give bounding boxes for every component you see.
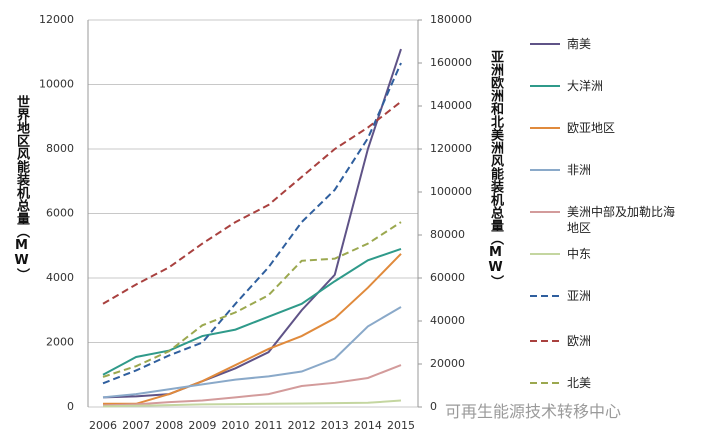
y2-tick-label: 160000 xyxy=(430,56,472,69)
y-tick-label: 0 xyxy=(67,400,74,413)
x-tick-label: 2006 xyxy=(89,419,117,432)
line-series xyxy=(102,221,402,378)
y-axis-title: 世界地区风能装机总量（MW） xyxy=(14,95,29,281)
x-tick-label: 2012 xyxy=(288,419,316,432)
y2-tick-label: 0 xyxy=(430,400,437,413)
line-series xyxy=(102,62,402,385)
line-series xyxy=(102,306,402,399)
legend-label: 北美 xyxy=(567,376,592,390)
line-series xyxy=(102,48,402,399)
y-tick-label: 8000 xyxy=(46,142,74,155)
legend-label: 亚洲 xyxy=(567,289,592,303)
x-tick-label: 2011 xyxy=(255,419,283,432)
y-tick-label: 12000 xyxy=(39,13,74,26)
y2-tick-label: 140000 xyxy=(430,99,472,112)
y-tick-label: 4000 xyxy=(46,271,74,284)
y-tick-label: 2000 xyxy=(46,336,74,349)
legend-label: 非洲 xyxy=(567,163,592,177)
y-tick-label: 10000 xyxy=(39,78,74,91)
y2-tick-label: 40000 xyxy=(430,314,465,327)
x-tick-label: 2014 xyxy=(354,419,382,432)
line-series xyxy=(103,253,402,405)
legend-label: 大洋洲 xyxy=(567,79,604,93)
x-tick-label: 2009 xyxy=(188,419,216,432)
x-tick-label: 2010 xyxy=(221,419,249,432)
line-series xyxy=(102,100,402,305)
line-series xyxy=(102,248,402,376)
x-tick-label: 2007 xyxy=(122,419,150,432)
line-series xyxy=(102,364,402,407)
y-tick-label: 6000 xyxy=(46,207,74,220)
y2-tick-label: 80000 xyxy=(430,228,465,241)
legend-label: 欧洲 xyxy=(567,334,592,348)
legend-label: 美洲中部及加勒比海地区 xyxy=(567,205,676,235)
line-series xyxy=(102,399,402,408)
y2-tick-label: 180000 xyxy=(430,13,472,26)
legend-label: 南美 xyxy=(567,37,592,51)
watermark: 可再生能源技术转移中心 xyxy=(445,402,622,421)
x-tick-label: 2015 xyxy=(387,419,415,432)
y2-tick-label: 120000 xyxy=(430,142,472,155)
legend-label: 欧亚地区 xyxy=(567,121,616,135)
x-tick-label: 2008 xyxy=(155,419,183,432)
y2-tick-label: 100000 xyxy=(430,185,472,198)
y2-axis-title: 亚洲欧洲和北美洲风能装机总量（MW） xyxy=(488,50,503,288)
legend-label: 中东 xyxy=(567,247,592,261)
y2-tick-label: 20000 xyxy=(430,357,465,370)
y2-tick-label: 60000 xyxy=(430,271,465,284)
x-tick-label: 2013 xyxy=(321,419,349,432)
